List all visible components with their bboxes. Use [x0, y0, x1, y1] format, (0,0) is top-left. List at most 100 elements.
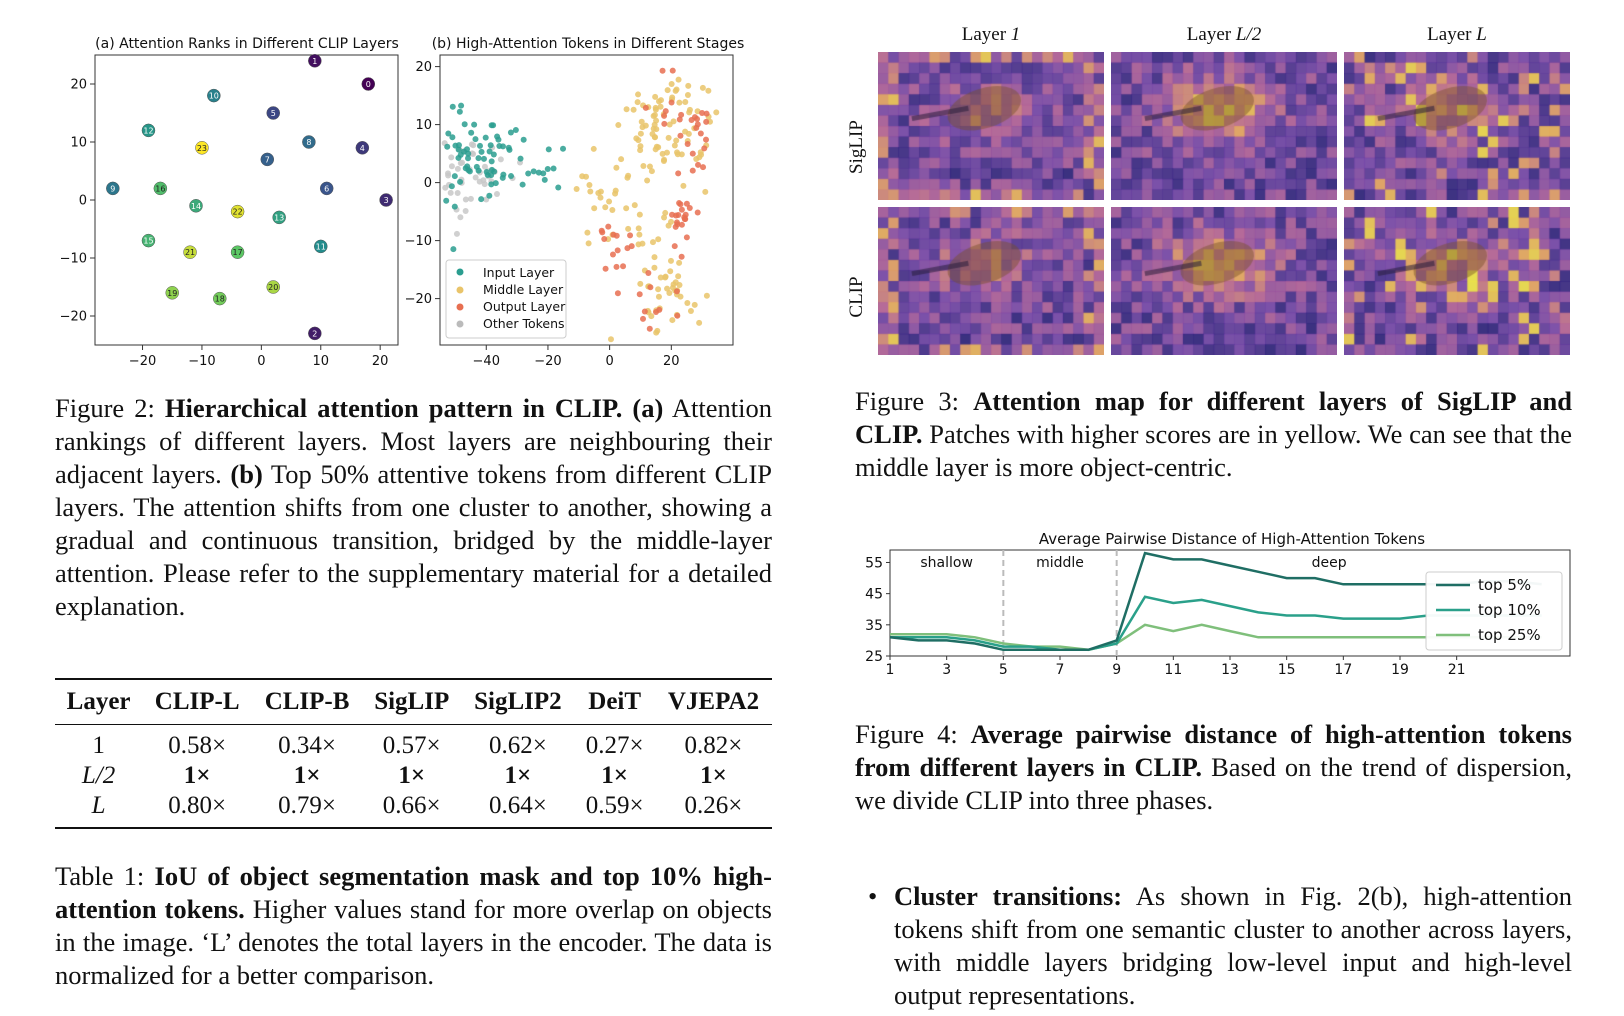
token-point [652, 93, 659, 100]
token-point [585, 240, 592, 247]
token-point [685, 130, 692, 137]
token-point [607, 336, 614, 343]
fig2-caption-bold: Hierarchical attention pattern in CLIP. [164, 393, 623, 423]
rank-point [207, 88, 221, 103]
legend-top25: top 25% [1478, 626, 1541, 644]
bullet-text: As shown in Fig. 2(b), high-attention to… [894, 881, 1572, 1010]
token-point [664, 87, 671, 94]
rank-point [355, 141, 370, 155]
fig2b-plot-frame [439, 54, 734, 346]
rank-point-label: 19 [167, 289, 177, 298]
token-point [677, 201, 684, 208]
x-tick-label: 20 [663, 354, 680, 369]
token-point [494, 133, 501, 140]
token-point [491, 168, 498, 175]
rank-point [141, 123, 156, 138]
token-point [647, 284, 654, 291]
token-point [669, 94, 676, 101]
token-point [678, 253, 685, 260]
y-tick-label: 10 [415, 118, 432, 133]
token-point [693, 124, 700, 131]
rank-point [153, 181, 168, 196]
fig4-caption-bold: Average pairwise distance of high-attent… [855, 719, 1572, 782]
cluster-transitions-bullet: • Cluster transitions: As shown in Fig. … [868, 880, 1572, 1012]
token-point [672, 223, 679, 230]
token-point [470, 151, 477, 158]
token-point [655, 293, 662, 300]
y-tick-label: 10 [70, 136, 87, 151]
token-point [694, 115, 701, 122]
rank-point [230, 204, 245, 219]
fig3-col-title-1: Layer 1 [961, 24, 1021, 45]
token-point [442, 184, 449, 191]
table-cell: 0.80× [168, 792, 227, 819]
token-point [646, 163, 653, 170]
rank-point-label: 21 [185, 248, 195, 257]
table-cell: 1× [504, 762, 532, 789]
token-point [671, 142, 678, 149]
token-point [694, 209, 701, 216]
x-tick-label: 15 [1278, 662, 1296, 678]
attention-map-clip-layer-last [1344, 207, 1570, 355]
token-point [451, 203, 458, 210]
token-point [455, 142, 462, 149]
table-cell: 0.57× [382, 732, 441, 759]
table-cell: 1× [601, 762, 629, 789]
token-point [590, 145, 597, 152]
token-point [702, 188, 709, 195]
fig2-caption: Figure 2: Hierarchical attention pattern… [55, 392, 772, 623]
token-point [517, 155, 524, 162]
token-point [681, 216, 688, 223]
token-point [678, 206, 685, 213]
rank-point [141, 233, 156, 248]
table-header-row: Layer CLIP-L CLIP-B SigLIP SigLIP2 DeiT … [55, 680, 772, 725]
token-point [490, 122, 497, 129]
token-point [468, 129, 475, 136]
token-point [678, 151, 685, 158]
fig4-legend: top 5% top 10% top 25% [1425, 571, 1563, 651]
rank-point [260, 152, 275, 167]
token-point [697, 130, 704, 137]
rank-point-label: 1 [312, 57, 317, 66]
token-point [476, 178, 483, 185]
y-tick-label: −10 [405, 234, 432, 249]
token-point [614, 247, 621, 254]
token-point [627, 232, 634, 239]
y-tick-label: 20 [70, 78, 87, 93]
table-cell: 0.62× [488, 732, 547, 759]
token-point [458, 102, 465, 109]
x-tick-label: 0 [605, 354, 613, 369]
token-point [450, 246, 457, 253]
token-point [541, 176, 548, 183]
token-point [642, 122, 649, 129]
x-tick-label: −20 [534, 354, 561, 369]
iou-table: Layer CLIP-L CLIP-B SigLIP SigLIP2 DeiT … [55, 680, 772, 827]
rank-point-label: 6 [324, 184, 329, 193]
token-point [457, 214, 464, 221]
token-point [455, 154, 462, 161]
token-point [641, 308, 648, 315]
token-point [448, 154, 455, 161]
token-point [636, 231, 643, 238]
fig3-caption-bold: Attention map for different layers of Si… [855, 386, 1572, 449]
token-point [525, 170, 532, 177]
fig3-caption-text: Patches with higher scores are in yellow… [855, 419, 1572, 482]
x-tick-label: 9 [1112, 662, 1121, 678]
token-point [662, 108, 669, 115]
token-point [457, 178, 464, 185]
y-tick-label: 0 [79, 194, 87, 209]
x-tick-label: 7 [1056, 662, 1065, 678]
rank-point [272, 210, 286, 225]
token-point [486, 192, 493, 199]
rank-point [230, 245, 245, 259]
token-point [684, 140, 691, 147]
token-point [665, 222, 672, 229]
fig2-caption-b: (b) [230, 459, 263, 489]
token-point [444, 143, 451, 150]
table-header: VJEPA2 [667, 688, 760, 715]
token-point [482, 134, 489, 141]
token-point [465, 155, 472, 162]
token-point [700, 164, 707, 171]
x-tick-label: 11 [1164, 662, 1182, 678]
token-point [624, 174, 631, 181]
